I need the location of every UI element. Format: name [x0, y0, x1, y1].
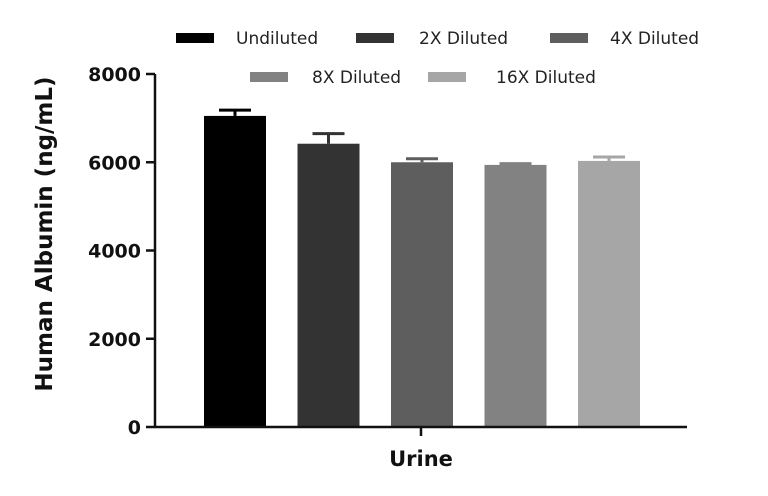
- legend-item: 2X Diluted: [356, 29, 508, 49]
- legend-label: 4X Diluted: [610, 29, 699, 49]
- bar-8x-diluted: [484, 164, 547, 427]
- legend-swatch: [176, 33, 214, 43]
- y-axis-tick-label: 2000: [88, 329, 141, 351]
- legend: Undiluted 2X Diluted 4X Diluted 8X Diluted 1…: [176, 29, 699, 88]
- bar-16x-diluted: [578, 160, 640, 427]
- legend-swatch: [428, 72, 466, 82]
- error-bar: [219, 108, 251, 116]
- y-axis-tick-label: 0: [128, 417, 141, 439]
- legend-item: 16X Diluted: [428, 68, 596, 88]
- legend-label: 2X Diluted: [419, 29, 508, 49]
- y-axis: 0 2000 4000 6000 8000: [88, 64, 157, 439]
- y-axis-tick-label: 4000: [88, 241, 141, 263]
- error-bar: [406, 157, 438, 163]
- legend-label: Undiluted: [236, 29, 318, 49]
- error-bar: [312, 132, 345, 144]
- bar-2x-diluted: [297, 143, 360, 427]
- bar-undiluted: [204, 115, 266, 427]
- legend-label: 8X Diluted: [312, 68, 401, 88]
- legend-item: Undiluted: [176, 29, 318, 49]
- bars: [204, 115, 640, 427]
- legend-item: 8X Diluted: [250, 68, 401, 88]
- legend-label: 16X Diluted: [496, 68, 596, 88]
- legend-swatch: [356, 33, 394, 43]
- error-bars: [219, 108, 625, 166]
- error-bar: [593, 155, 625, 161]
- bar-4x-diluted: [391, 162, 453, 427]
- error-bar: [499, 162, 532, 166]
- x-axis: Urine: [155, 425, 687, 471]
- legend-item: 4X Diluted: [550, 29, 699, 49]
- y-axis-tick-label: 8000: [88, 64, 141, 86]
- legend-swatch: [250, 72, 288, 82]
- legend-swatch: [550, 33, 588, 43]
- x-axis-category-label: Urine: [389, 447, 453, 471]
- y-axis-title: Human Albumin (ng/mL): [32, 76, 58, 391]
- y-axis-tick-label: 6000: [88, 152, 141, 174]
